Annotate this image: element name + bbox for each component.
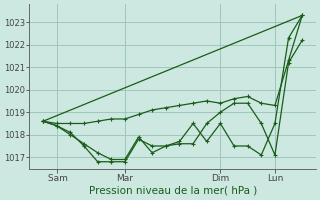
X-axis label: Pression niveau de la mer( hPa ): Pression niveau de la mer( hPa )	[89, 186, 257, 196]
